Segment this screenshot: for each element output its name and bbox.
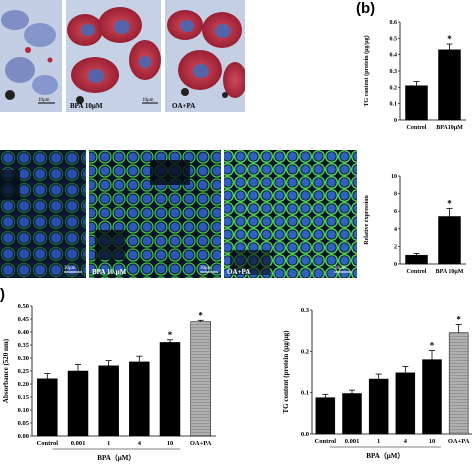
micrograph-control: 10μm	[0, 0, 62, 112]
micrograph-caption: OA+PA	[227, 268, 250, 276]
x-axis-label: BPA（μM）	[97, 454, 135, 462]
scale-bar-label: 10μm	[142, 98, 154, 103]
bar	[438, 216, 461, 265]
micrograph-caption: BPA 10μM	[70, 102, 103, 110]
bar	[438, 49, 461, 121]
chart-tg-content-large: 0.0 0.1 0.2 0.3 TG content (protein (μg/μg) C…	[282, 307, 472, 460]
x-tick-label: Control	[407, 269, 427, 275]
y-tick-label: 0.50	[18, 303, 29, 310]
x-tick-label: 0.001	[71, 440, 86, 447]
y-tick-label: 0.1	[390, 102, 398, 108]
micrograph-bpa: BPA 10μM 10μm	[66, 0, 161, 112]
x-axis-label: BPA（μM）	[366, 452, 404, 460]
bar	[98, 365, 119, 437]
x-tick-label: 1	[377, 438, 380, 445]
y-tick-label: 0.35	[18, 342, 30, 349]
bar	[37, 378, 58, 437]
y-tick-label: 0.20	[18, 381, 29, 388]
panel-label-b: (b)	[356, 0, 376, 17]
bar	[159, 342, 181, 437]
y-tick-label: 0.05	[18, 420, 30, 427]
micrograph-oapa: OA+PA	[165, 0, 247, 112]
x-tick-label: 4	[404, 438, 408, 445]
significance-marker: *	[447, 34, 452, 44]
fluor-control: 30μm	[0, 150, 86, 278]
x-tick-label: 4	[138, 440, 142, 447]
x-tick-label: Control	[407, 125, 427, 131]
y-tick-label: 0	[394, 118, 397, 124]
x-tick-label: 0.001	[345, 438, 360, 445]
micrograph-caption: BPA 10 μM	[92, 268, 127, 276]
y-tick-label: 10	[391, 174, 397, 180]
x-tick-label: OA+PA	[448, 438, 470, 445]
y-tick-label: 0.10	[18, 407, 29, 414]
fluor-bpa: BPA 10 μM 30μm	[89, 150, 221, 278]
bar	[448, 332, 469, 435]
y-tick-label: 0.6	[390, 20, 398, 26]
scale-bar-label: 30μm	[64, 266, 76, 271]
y-tick-label: 0.4	[390, 53, 398, 59]
y-tick-label: 0.40	[18, 329, 29, 336]
fluorescence-row: 30μm BPA 10 μM 30μm OA+PA 30μm	[0, 150, 357, 280]
y-axis-label: TG content (protein (μg/μg)	[282, 330, 290, 414]
x-tick-label: Control	[37, 440, 59, 447]
x-tick-label: OA+PA	[190, 440, 212, 447]
panel-label-c: )	[0, 286, 5, 303]
y-tick-label: 0	[394, 262, 397, 268]
bar	[405, 85, 428, 121]
significance-marker: *	[430, 341, 435, 351]
x-tick-label: BPA 10μM	[436, 269, 464, 275]
bar	[368, 378, 389, 435]
chart-tg-content-small: 0 0.1 0.2 0.3 0.4 0.5 0.6 TG content (protein (…	[363, 20, 466, 131]
x-tick-label: BPA10μM	[436, 125, 463, 131]
histology-svg: 10μm BPA 10μM 10μm	[0, 0, 247, 112]
scale-bar-label: 30μm	[200, 266, 212, 271]
y-tick-label: 0.0	[301, 431, 309, 438]
bar	[342, 393, 362, 435]
y-axis-label: Absorbance (520 nm)	[2, 338, 10, 403]
y-tick-label: 0.2	[390, 85, 398, 91]
y-tick-label: 0.45	[18, 316, 30, 323]
bar	[395, 372, 416, 435]
bar	[315, 397, 336, 435]
y-tick-label: 6	[394, 209, 397, 215]
significance-marker: *	[447, 199, 452, 209]
fluor-oapa: OA+PA 30μm	[224, 150, 357, 278]
bar	[190, 321, 211, 437]
y-tick-label: 8	[394, 192, 397, 198]
x-tick-label: 10	[167, 440, 174, 447]
histology-row: 10μm BPA 10μM 10μm	[0, 0, 247, 118]
x-tick-label: Control	[315, 438, 337, 445]
bar	[422, 359, 442, 435]
x-tick-label: 1	[107, 440, 110, 447]
bar	[67, 370, 89, 437]
x-tick-label: 10	[429, 438, 436, 445]
y-tick-label: 0.00	[18, 433, 29, 440]
y-axis-label: TG content (protein (μg/μg)	[363, 35, 370, 106]
y-tick-label: 2	[394, 244, 397, 250]
y-axis-label: Relative expression	[364, 195, 370, 245]
significance-marker: *	[456, 314, 461, 324]
y-tick-label: 0.15	[18, 394, 30, 401]
y-tick-label: 0.2	[301, 348, 309, 355]
scale-bar-label: 30μm	[334, 266, 346, 271]
bar	[405, 254, 428, 265]
y-tick-label: 4	[394, 227, 397, 233]
y-tick-label: 0.30	[18, 355, 29, 362]
scale-bar-label: 10μm	[38, 98, 50, 103]
y-tick-label: 0.1	[301, 390, 309, 397]
significance-marker: *	[198, 310, 203, 320]
significance-marker: *	[168, 330, 173, 340]
bar	[129, 361, 150, 437]
micrograph-caption: OA+PA	[172, 102, 195, 110]
fluorescence-svg: 30μm BPA 10 μM 30μm OA+PA 30μm	[0, 150, 357, 278]
y-tick-label: 0.3	[390, 69, 398, 75]
chart-absorbance: 0.00 0.05 0.10 0.15 0.20 0.25 0.30 0.35 0.40 0.45…	[2, 303, 216, 462]
chart-relative-expression: 0 2 4 6 8 10 Relative expression Control * BPA 10…	[364, 174, 466, 275]
y-tick-label: 0.5	[390, 36, 398, 42]
y-tick-label: 0.3	[301, 307, 310, 314]
y-tick-label: 0.25	[18, 368, 30, 375]
